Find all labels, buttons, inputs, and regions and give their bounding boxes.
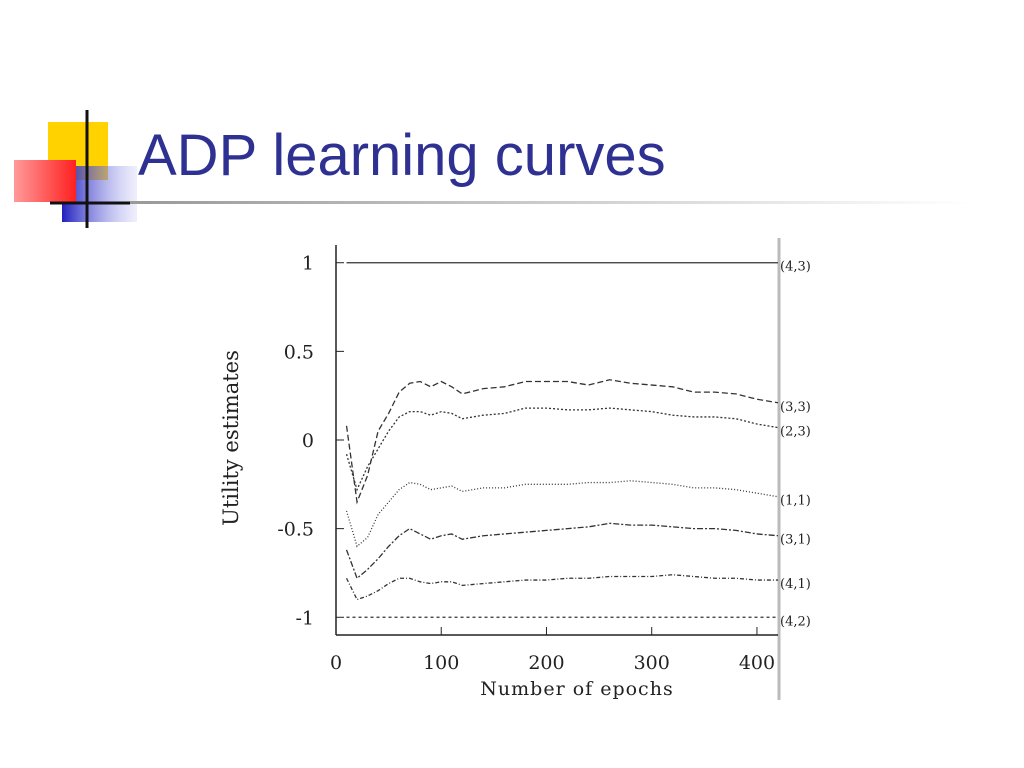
- series-label: (4,2): [780, 614, 811, 629]
- series-label: (2,3): [780, 425, 811, 440]
- series-label: (3,3): [780, 400, 811, 415]
- x-tick-label: 0: [330, 652, 342, 674]
- x-tick-label: 200: [528, 652, 564, 674]
- x-tick-label: 100: [423, 652, 459, 674]
- slide-title: ADP learning curves: [138, 123, 666, 188]
- series-line: [345, 522, 779, 580]
- y-axis-label: Utility estimates: [219, 350, 243, 526]
- y-tick-label: 1: [302, 253, 314, 275]
- series-line: [345, 379, 779, 505]
- series-line: [345, 480, 779, 548]
- x-tick-label: 400: [739, 652, 775, 674]
- y-tick-label: 0: [302, 430, 314, 452]
- y-tick-label: -0.5: [277, 519, 314, 541]
- x-tick-label: 300: [634, 652, 670, 674]
- series-label: (1,1): [780, 494, 811, 509]
- x-axis-label: Number of epochs: [480, 678, 673, 700]
- y-tick-label: -1: [295, 607, 314, 629]
- series-line: [345, 574, 778, 601]
- deco-red: [14, 160, 76, 202]
- series-label: (4,3): [780, 260, 811, 275]
- y-tick-label: 0.5: [284, 341, 314, 363]
- series-line: [345, 407, 779, 492]
- series-label: (4,1): [780, 577, 811, 592]
- title-rule: [130, 201, 970, 204]
- series-label: (3,1): [780, 533, 811, 548]
